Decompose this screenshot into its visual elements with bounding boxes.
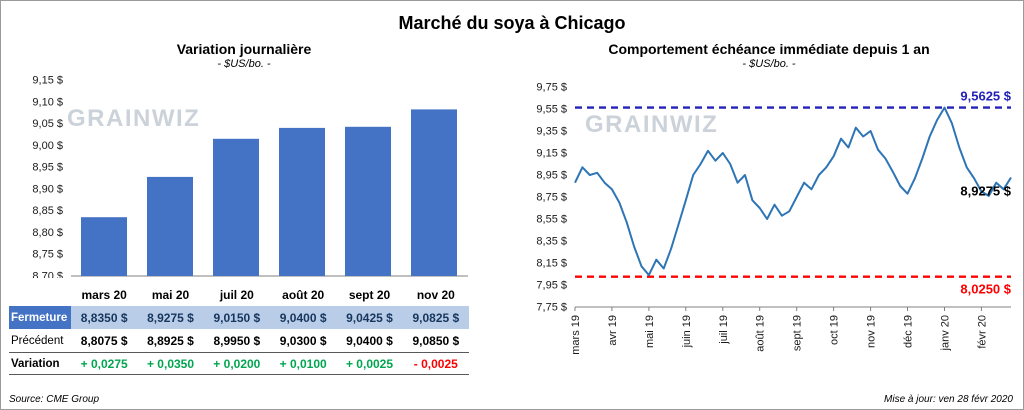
x-tick-label: juin 19	[681, 315, 693, 348]
bar	[81, 217, 127, 276]
table-cell: 9,0150 $	[213, 310, 261, 325]
y-tick-label: 8,80 $	[32, 227, 63, 239]
table-cell: + 0,0100	[279, 356, 327, 371]
table-cell: 8,9950 $	[213, 333, 261, 348]
table-cell: 8,9275 $	[147, 310, 194, 325]
table-cell: 8,8350 $	[80, 310, 128, 325]
y-tick-label: 9,75 $	[536, 82, 567, 94]
bar-chart: 9,15 $ 9,10 $ 9,05 $ 9,00 $ 8,95 $ 8,90 $ 8,85…	[9, 75, 479, 283]
table-cell: + 0,0200	[213, 356, 261, 371]
table-cell: 9,0400 $	[279, 310, 327, 325]
table-column-header: mars 20	[81, 287, 127, 302]
y-tick-label: 9,15 $	[32, 75, 63, 87]
x-tick-label: nov 19	[866, 315, 878, 348]
table-cell: 8,8925 $	[147, 333, 194, 348]
table-column-header: nov 20	[416, 287, 455, 302]
x-tick-label: oct 19	[829, 315, 841, 345]
yearly-low-label: 8,0250 $	[960, 282, 1011, 297]
y-tick-label: 8,15 $	[536, 258, 567, 270]
line-chart-svg: 9,75 $ 9,55 $ 9,35 $ 9,15 $ 8,95 $ 8,75 $ 8,55…	[536, 82, 1012, 355]
bar	[147, 176, 193, 276]
last-price-label: 8,9275 $	[960, 184, 1011, 199]
bar	[213, 138, 259, 276]
bar	[279, 127, 325, 277]
front-month-panel: Comportement échéance immédiate depuis 1…	[519, 41, 1019, 384]
table-column-header: mai 20	[151, 287, 190, 302]
y-tick-label: 9,10 $	[32, 96, 63, 108]
y-tick-label: 8,35 $	[536, 236, 567, 248]
left-chart-subtitle: - $US/bo. -	[217, 58, 271, 70]
row-label: Fermeture	[9, 306, 71, 329]
x-tick-label: mai 19	[644, 315, 656, 348]
table-column-header: sept 20	[348, 287, 391, 302]
y-tick-label: 8,90 $	[32, 183, 63, 195]
table-cell: 9,0850 $	[412, 333, 460, 348]
row-label: Variation	[11, 357, 60, 370]
table-cell: 9,0400 $	[346, 333, 393, 348]
price-table: mars 20 mai 20 juil 20 août 20 sept 20 nov 20…	[9, 283, 469, 375]
y-tick-label: 9,35 $	[536, 126, 567, 138]
row-label: Précédent	[11, 334, 64, 347]
bar	[345, 126, 391, 276]
table-column-header: août 20	[282, 287, 325, 302]
daily-variation-panel: Variation journalière - $US/bo. - GRAINW…	[9, 41, 479, 375]
y-tick-label: 7,95 $	[536, 280, 567, 292]
y-tick-label: 9,55 $	[536, 104, 567, 116]
table-cell: 9,0425 $	[346, 310, 393, 325]
table-cell: - 0,0025	[413, 356, 458, 371]
grainwiz-watermark: GRAINWIZ	[585, 111, 719, 138]
y-tick-label: 8,70 $	[32, 271, 63, 279]
y-tick-label: 8,95 $	[536, 170, 567, 182]
y-tick-label: 8,85 $	[32, 205, 63, 217]
table-cell: 9,0300 $	[279, 333, 327, 348]
x-tick-label: août 19	[755, 315, 767, 352]
bar-chart-svg: 9,15 $ 9,10 $ 9,05 $ 9,00 $ 8,95 $ 8,90 $ 8,85…	[32, 75, 468, 283]
table-row-variation: Variation + 0,0275 + 0,0350 + 0,0200 + 0,010…	[9, 352, 469, 375]
table-column-header: juil 20	[219, 287, 254, 302]
left-chart-title: Variation journalière	[176, 41, 312, 57]
table-cell: + 0,0025	[345, 356, 394, 371]
y-tick-label: 8,75 $	[536, 192, 567, 204]
update-note: Mise à jour: ven 28 févr 2020	[884, 394, 1013, 405]
table-cell: 8,8075 $	[80, 333, 128, 348]
x-tick-label: juil 19	[718, 315, 730, 345]
x-tick-label: sept 19	[792, 315, 804, 351]
price-line	[574, 106, 1012, 277]
y-tick-label: 7,75 $	[536, 302, 567, 314]
y-tick-label: 8,95 $	[32, 162, 63, 174]
table-row-previous: Précédent 8,8075 $ 8,8925 $ 8,9950 $ 9,0300 …	[9, 329, 469, 352]
yearly-high-label: 9,5625 $	[960, 89, 1011, 104]
y-tick-label: 8,75 $	[32, 249, 63, 261]
bar	[411, 109, 457, 277]
x-tick-label: avr 19	[607, 315, 619, 346]
y-tick-label: 9,05 $	[32, 118, 63, 130]
table-cell: + 0,0350	[146, 356, 195, 371]
table-corner-cell	[9, 283, 71, 306]
x-tick-label: févr 20	[976, 315, 988, 349]
page-title: Marché du soya à Chicago	[398, 13, 626, 33]
y-tick-label: 9,00 $	[32, 140, 63, 152]
table-cell: + 0,0275	[80, 356, 128, 371]
x-tick-label: mars 19	[570, 315, 582, 355]
right-chart-subtitle: - $US/bo. -	[742, 58, 796, 70]
table-row-close: Fermeture 8,8350 $ 8,9275 $ 9,0150 $ 9,0400 …	[9, 306, 469, 329]
grainwiz-watermark: GRAINWIZ	[67, 105, 201, 132]
x-tick-label: déc 19	[903, 315, 915, 348]
line-chart: 9,75 $ 9,55 $ 9,35 $ 9,15 $ 8,95 $ 8,75 $ 8,55…	[519, 75, 1019, 384]
y-tick-label: 8,55 $	[536, 214, 567, 226]
table-header-row: mars 20 mai 20 juil 20 août 20 sept 20 nov 20	[9, 283, 469, 306]
source-note: Source: CME Group	[9, 394, 100, 405]
x-tick-label: janv 20	[940, 315, 952, 351]
right-chart-title: Comportement échéance immédiate depuis 1…	[608, 41, 930, 57]
table-cell: 9,0825 $	[412, 310, 460, 325]
y-tick-label: 9,15 $	[536, 148, 567, 160]
